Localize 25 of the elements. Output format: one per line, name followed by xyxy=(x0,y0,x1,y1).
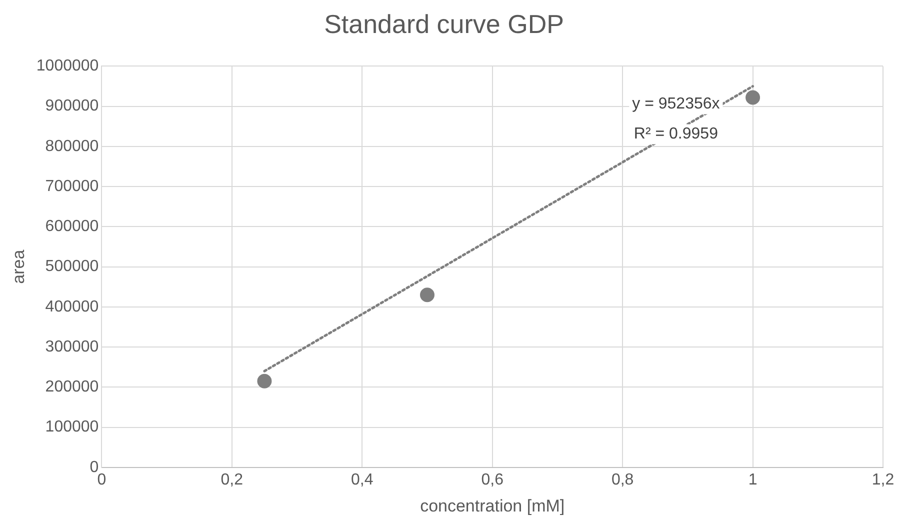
y-tick-label: 100000 xyxy=(45,418,99,436)
y-tick-label: 700000 xyxy=(45,178,99,195)
y-tick-label: 900000 xyxy=(45,98,99,115)
chart-title: Standard curve GDP xyxy=(324,8,564,39)
x-tick-label: 1 xyxy=(748,471,758,488)
x-tick-label: 0,4 xyxy=(351,471,374,488)
y-tick-label: 300000 xyxy=(45,338,99,356)
y-axis-title: area xyxy=(8,249,28,284)
y-tick-label: 400000 xyxy=(45,298,99,316)
y-tick-label: 0 xyxy=(90,458,99,476)
y-tick-label: 200000 xyxy=(45,378,99,396)
y-tick-label: 500000 xyxy=(45,258,99,276)
annotation: R² = 0.9959 xyxy=(634,126,718,143)
point xyxy=(420,288,434,302)
point xyxy=(257,374,272,388)
y-tick-label: 1000000 xyxy=(36,58,99,75)
x-tick-label: 1,2 xyxy=(872,471,894,488)
annotation: y = 952356x xyxy=(632,96,720,113)
x-axis-title: concentration [mM] xyxy=(420,496,565,516)
x-tick-label: 0,2 xyxy=(220,471,244,488)
point xyxy=(746,90,760,105)
y-tick-label: 800000 xyxy=(45,138,99,155)
x-tick-label: 0,6 xyxy=(481,471,504,488)
y-tick-label: 600000 xyxy=(45,218,99,236)
x-tick-label: 0,8 xyxy=(611,471,634,488)
